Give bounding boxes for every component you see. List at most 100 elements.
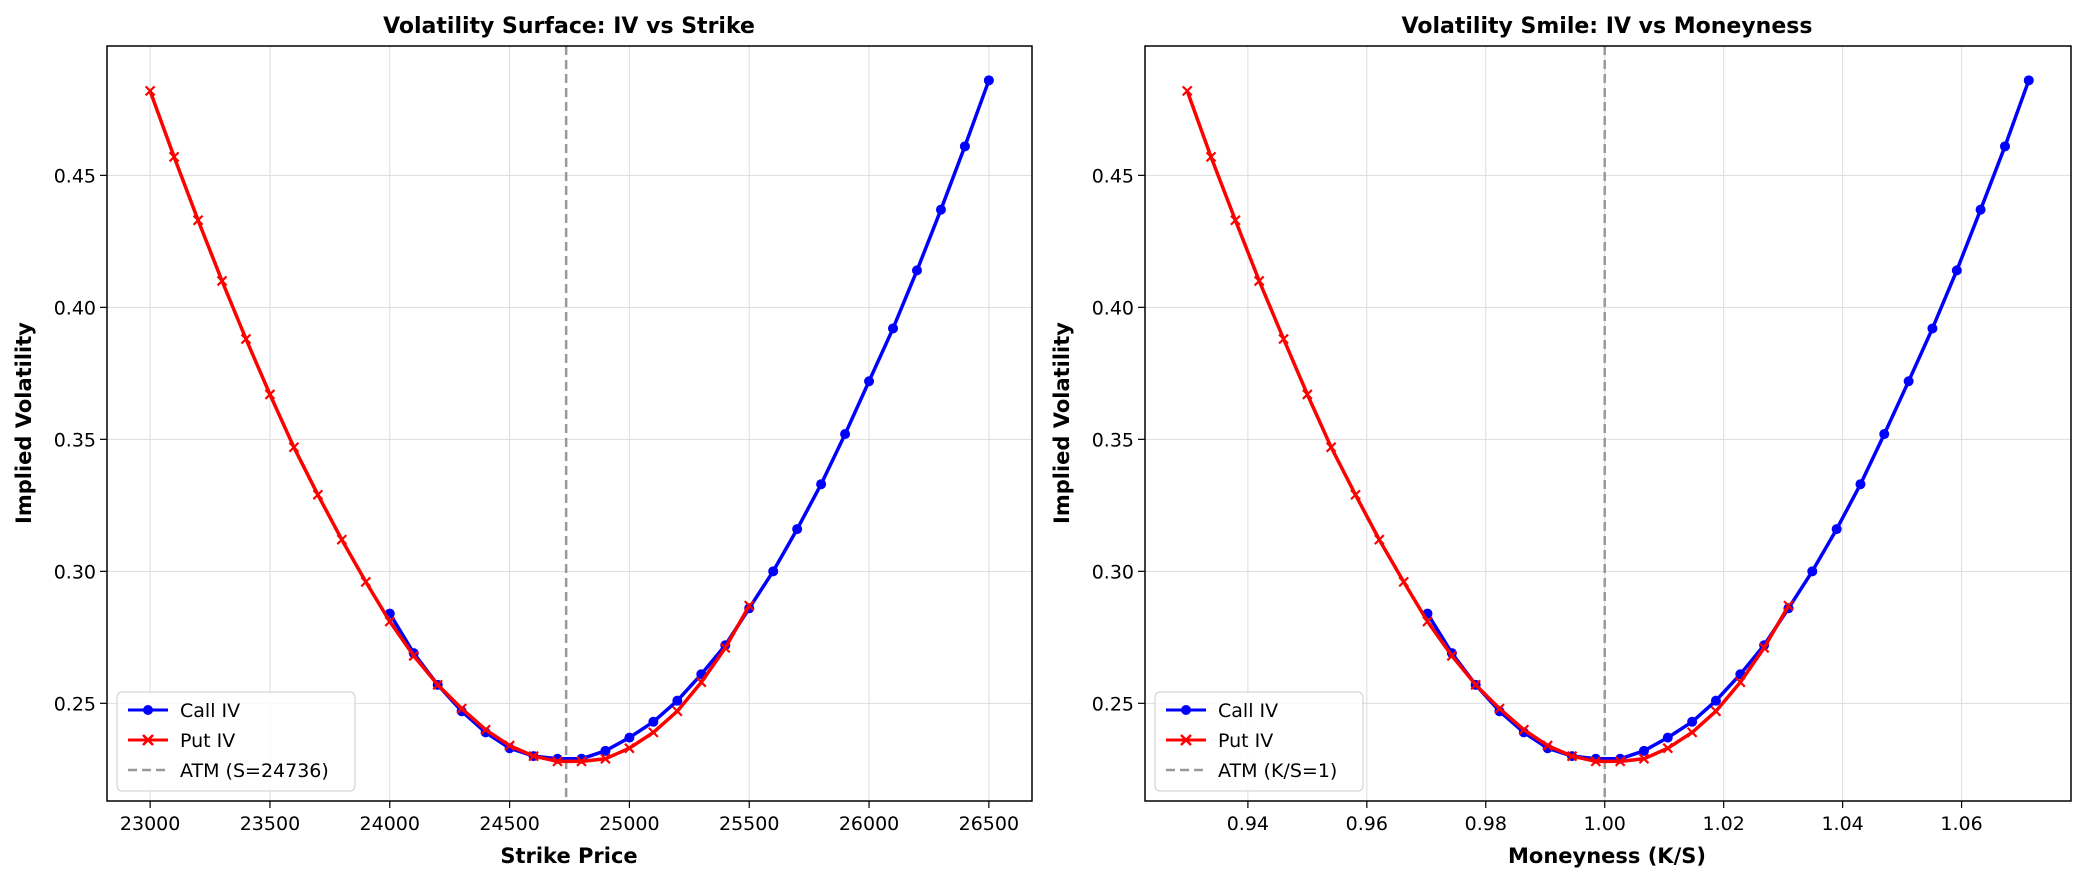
data-point-put [1758, 642, 1770, 654]
data-point-put [1783, 600, 1794, 611]
legend-label-put: Put IV [180, 730, 235, 752]
data-point-put [336, 534, 348, 545]
legend-marker-put [1180, 734, 1192, 746]
x-ticks: 23000 23500 24000 24500 25000 25500 26000 26500 [120, 801, 1019, 835]
x-tick-label: 23000 [120, 813, 180, 835]
data-point-put [144, 85, 156, 97]
chart-iv-vs-strike: Volatility Surface: IV vs Strike 23000 23… [12, 14, 1033, 868]
data-point-put [552, 756, 563, 767]
data-point-put [672, 705, 683, 717]
data-point-call [1999, 141, 2010, 152]
series-group [144, 75, 994, 767]
data-point-put [1494, 703, 1505, 714]
data-point-put [216, 275, 228, 287]
grid [1145, 46, 2071, 801]
x-tick-label: 1.04 [1821, 813, 1863, 835]
series-group [1181, 75, 2034, 767]
data-point-put [408, 650, 420, 662]
legend-label-call: Call IV [180, 700, 240, 722]
data-point-put [504, 740, 515, 751]
data-point-call [888, 323, 899, 334]
y-tick-label: 0.35 [1092, 429, 1134, 451]
legend-label-call: Call IV [1218, 700, 1278, 722]
x-tick-label: 0.94 [1227, 813, 1269, 835]
data-point-put [1374, 534, 1385, 545]
data-point-call [792, 524, 803, 535]
data-point-put [1422, 616, 1433, 627]
data-point-put [743, 600, 755, 611]
data-point-call [983, 75, 994, 86]
data-point-call [672, 695, 683, 706]
data-point-put [1253, 275, 1265, 287]
data-point-put [288, 441, 300, 453]
data-point-put [1446, 650, 1458, 662]
x-axis-label: Strike Price [500, 844, 637, 868]
plot-frame [106, 45, 1033, 802]
data-point-call [935, 204, 946, 215]
data-point-call [1879, 429, 1890, 440]
data-point-put [240, 333, 252, 345]
data-point-put [576, 756, 587, 767]
data-point-put [1325, 441, 1337, 453]
x-tick-label: 24500 [479, 813, 539, 835]
data-point-put [192, 214, 204, 226]
data-point-call [840, 429, 851, 440]
data-point-put [1350, 489, 1361, 501]
legend-label-put: Put IV [1218, 730, 1273, 752]
x-axis-label: Moneyness (K/S) [1508, 844, 1706, 868]
y-tick-label: 0.35 [54, 429, 96, 451]
data-point-put [456, 703, 467, 714]
data-point-put [384, 616, 396, 627]
data-point-put [480, 724, 491, 736]
data-point-call [768, 566, 779, 577]
legend: Call IV Put IV ATM (K/S=1) [1154, 691, 1364, 792]
data-point-put [1470, 679, 1481, 691]
data-point-put [528, 750, 539, 762]
x-tick-label: 25500 [719, 813, 779, 835]
data-point-call [1903, 376, 1914, 387]
x-tick-label: 26500 [959, 813, 1019, 835]
x-tick-label: 0.98 [1465, 813, 1507, 835]
data-point-put [1398, 576, 1409, 588]
x-tick-label: 1.00 [1584, 813, 1626, 835]
data-point-call [1638, 745, 1649, 756]
data-point-put [432, 679, 443, 691]
data-point-call [911, 265, 922, 276]
data-point-call [1807, 566, 1818, 577]
data-point-call [1710, 695, 1721, 706]
y-tick-label: 0.45 [1092, 165, 1134, 187]
data-point-put [1638, 753, 1650, 765]
y-tick-label: 0.25 [1092, 693, 1134, 715]
legend-label-atm: ATM (K/S=1) [1218, 760, 1337, 782]
data-point-call [1831, 524, 1842, 535]
data-point-call [1855, 479, 1866, 490]
x-tick-label: 1.06 [1940, 813, 1982, 835]
data-point-put [648, 727, 659, 738]
legend: Call IV Put IV ATM (S=24736) [116, 691, 356, 792]
data-point-call [2023, 75, 2034, 86]
data-point-put [624, 742, 635, 754]
data-point-put [264, 389, 276, 400]
plot-frame [1144, 45, 2072, 802]
legend-marker-put [142, 734, 154, 746]
data-point-call [1975, 204, 1986, 215]
y-tick-label: 0.40 [1092, 297, 1134, 319]
data-point-put [1614, 756, 1626, 767]
data-point-put [1205, 151, 1217, 163]
data-point-put [1302, 389, 1313, 400]
data-point-put [1590, 756, 1602, 767]
x-tick-label: 26000 [839, 813, 899, 835]
data-point-put [1542, 740, 1553, 751]
data-point-call [816, 479, 827, 490]
data-point-call [648, 716, 659, 727]
y-ticks: 0.25 0.30 0.35 0.40 0.45 [1092, 165, 1145, 715]
grid [107, 46, 1032, 801]
y-axis-label: Implied Volatility [1050, 322, 1074, 524]
data-point-put [1735, 676, 1746, 688]
data-point-put [1181, 85, 1193, 97]
data-point-call [1662, 732, 1673, 743]
chart-title: Volatility Surface: IV vs Strike [383, 14, 755, 39]
x-tick-label: 25000 [599, 813, 659, 835]
data-point-put [1662, 742, 1674, 754]
legend-marker-call [1181, 705, 1191, 715]
